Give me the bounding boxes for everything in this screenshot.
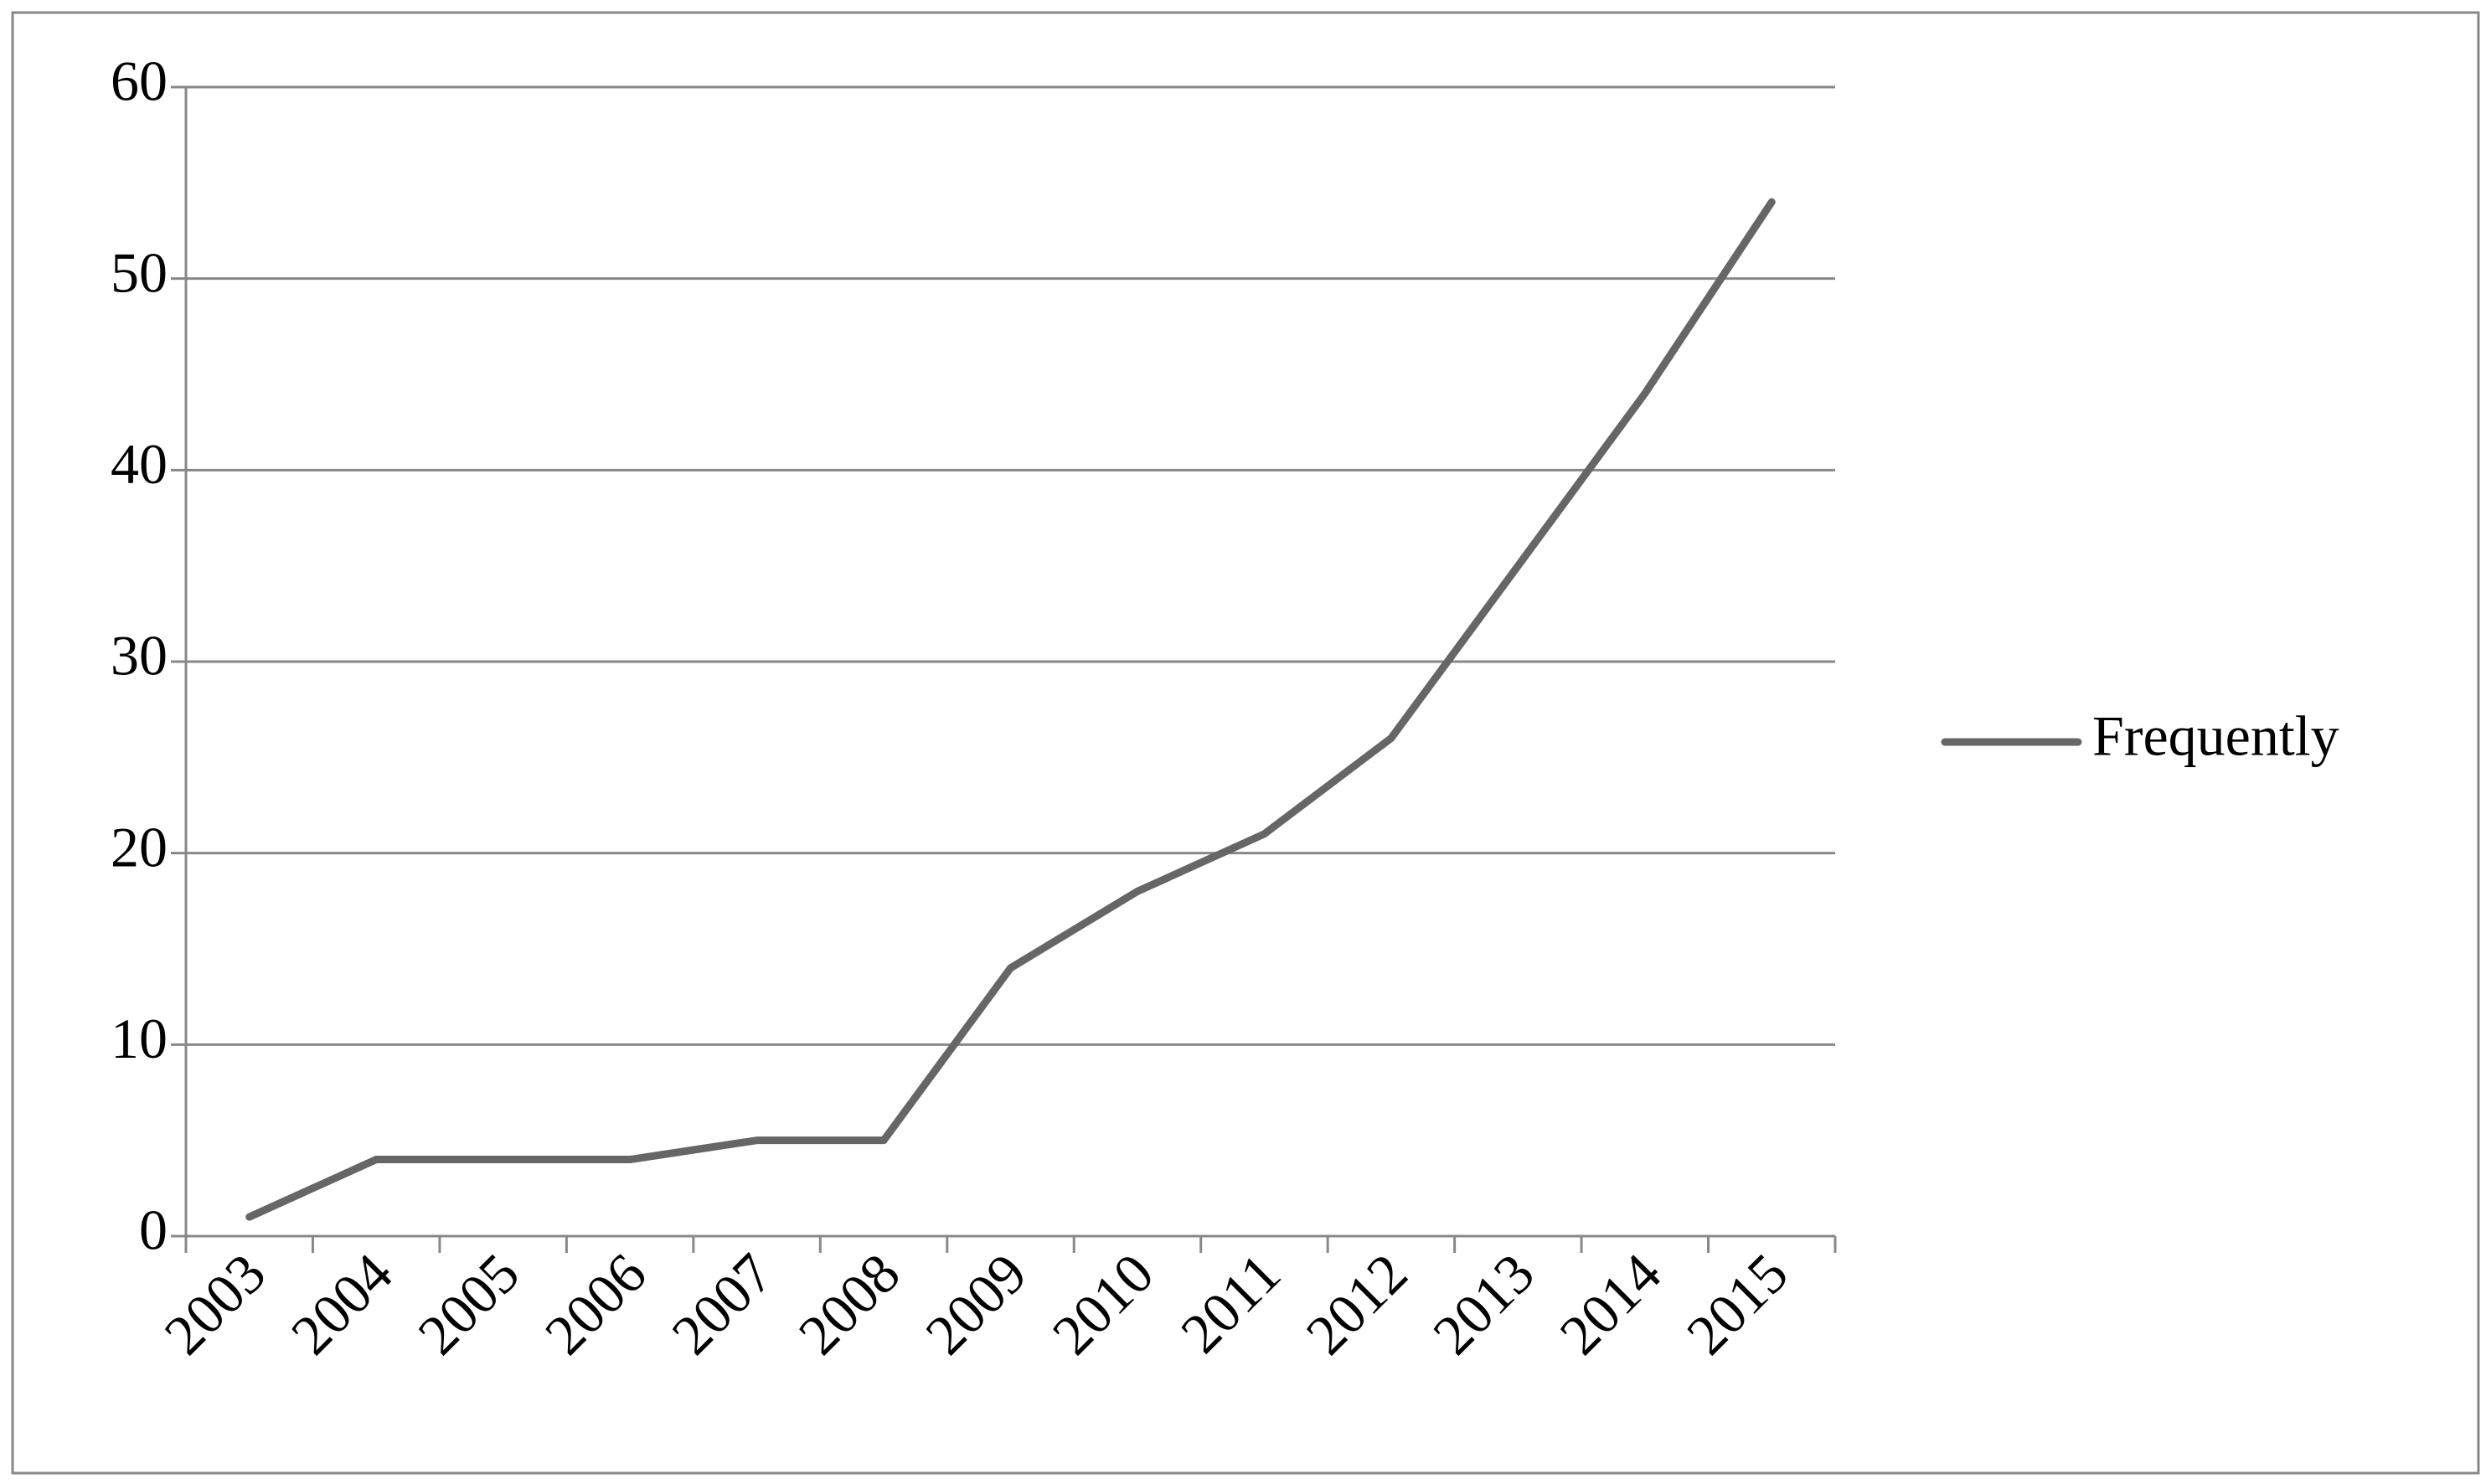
y-tick-label: 0 bbox=[139, 1198, 168, 1262]
y-tick-label: 10 bbox=[111, 1007, 168, 1070]
y-tick-label: 60 bbox=[111, 49, 168, 113]
legend-label: Frequently bbox=[2092, 704, 2339, 768]
y-tick-label: 20 bbox=[111, 815, 168, 879]
y-tick-label: 30 bbox=[111, 624, 168, 688]
y-tick-label: 40 bbox=[111, 432, 168, 496]
y-tick-label: 50 bbox=[111, 240, 168, 304]
line-series bbox=[245, 198, 1776, 1221]
